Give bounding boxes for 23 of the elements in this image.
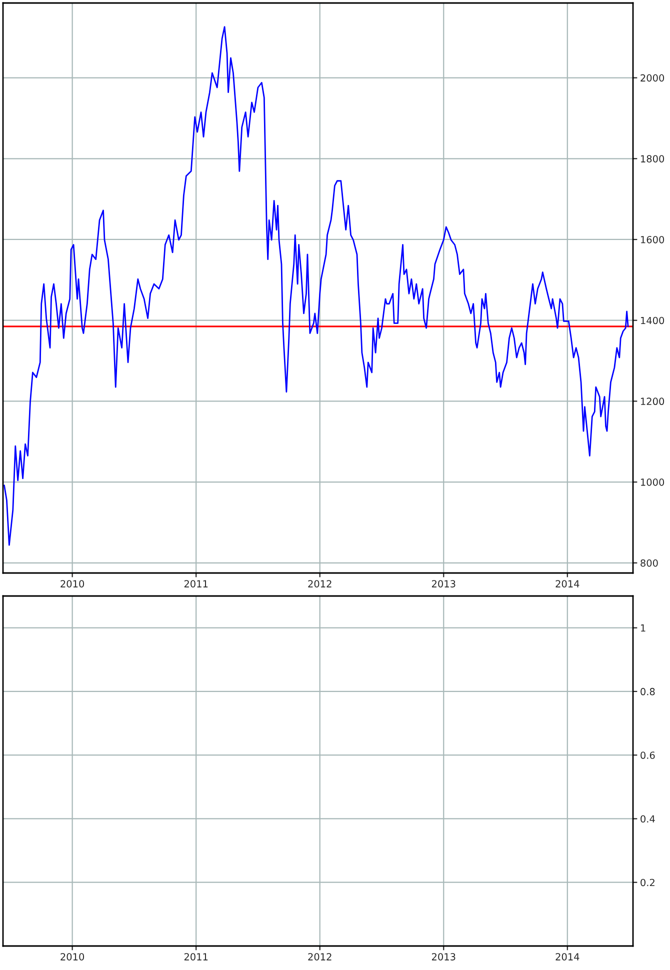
y-tick-label: 1600 xyxy=(641,236,664,244)
line-series xyxy=(4,26,629,546)
y-tick-label: 0.4 xyxy=(640,815,655,823)
x-tick-label: 2014 xyxy=(556,953,580,960)
x-tick-label: 2011 xyxy=(184,580,208,588)
x-tick-label: 2013 xyxy=(432,953,456,960)
x-tick-label: 2011 xyxy=(184,953,208,960)
x-tick-label: 2012 xyxy=(308,580,332,588)
x-tick-label: 2010 xyxy=(60,580,84,588)
y-tick-label: 1200 xyxy=(641,398,664,406)
x-tick-label: 2013 xyxy=(432,580,456,588)
x-tick-label: 2012 xyxy=(308,953,332,960)
y-tick-label: 1400 xyxy=(641,316,664,324)
x-tick-label: 2014 xyxy=(556,580,580,588)
x-tick-label: 2010 xyxy=(60,953,84,960)
y-tick-label: 0.6 xyxy=(640,752,655,759)
y-tick-label: 0.8 xyxy=(640,688,655,696)
y-tick-label: 1000 xyxy=(641,478,664,486)
y-tick-label: 1 xyxy=(641,624,646,632)
y-tick-label: 1800 xyxy=(641,155,664,162)
y-tick-label: 0.2 xyxy=(640,878,654,886)
y-tick-label: 2000 xyxy=(640,74,664,82)
y-tick-label: 800 xyxy=(640,559,658,567)
